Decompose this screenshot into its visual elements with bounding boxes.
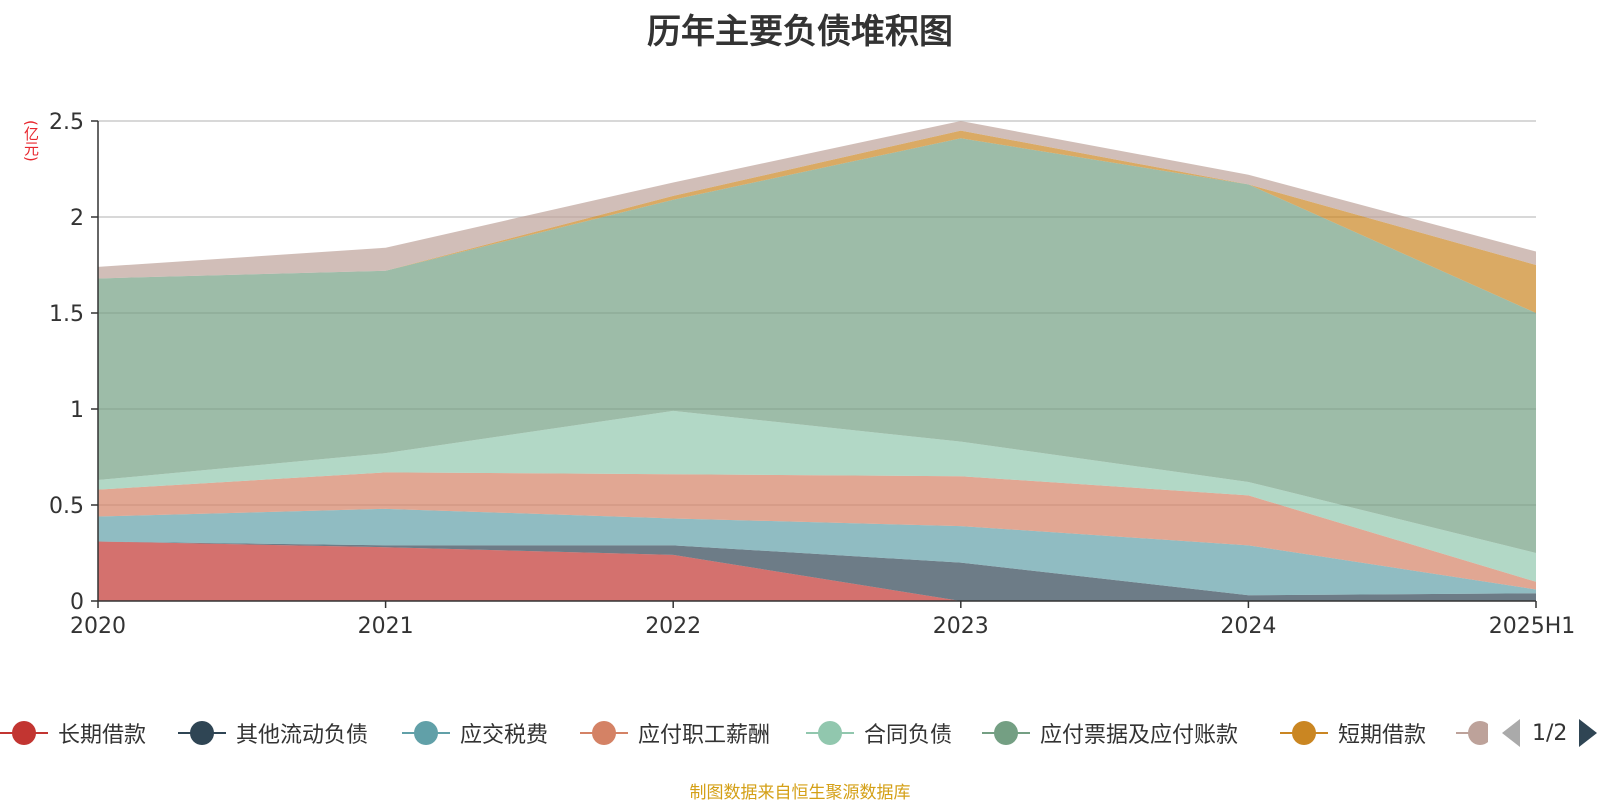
legend-label: 应付职工薪酬 xyxy=(638,723,771,748)
legend-page-indicator: 1/2 xyxy=(1532,720,1568,746)
legend-marker-icon xyxy=(1456,721,1488,745)
legend-item[interactable]: 长期借款 xyxy=(0,716,146,750)
legend-item[interactable]: 应付职工薪酬 xyxy=(580,716,770,750)
legend-marker-icon xyxy=(1280,721,1328,745)
legend-item[interactable]: 应付票据及应付账款 xyxy=(982,716,1238,750)
area-series-7 xyxy=(98,130,1536,313)
x-tick-label: 2021 xyxy=(358,614,414,639)
x-tick-label: 2020 xyxy=(70,614,126,639)
x-axis-labels: 2020 2021 2022 2023 2024 2025H1 xyxy=(70,614,1575,639)
y-tick-label: 1 xyxy=(70,398,84,423)
legend-next-page-icon[interactable] xyxy=(1579,719,1598,747)
legend-item[interactable]: 应交税费 xyxy=(402,716,548,750)
legend-label: 应交税费 xyxy=(460,723,549,748)
legend-marker-icon xyxy=(580,721,628,745)
y-axis-labels: 0 0.5 1 1.5 2 2.5 xyxy=(49,110,84,615)
area-series-4 xyxy=(98,472,1536,590)
x-tick-label: 2025H1 xyxy=(1489,614,1576,639)
y-tick-label: 0.5 xyxy=(49,494,84,519)
axes xyxy=(91,120,1537,608)
y-tick-label: 2 xyxy=(70,206,84,231)
x-tick-label: 2023 xyxy=(933,614,989,639)
legend-label: 应付票据及应付账款 xyxy=(1040,723,1239,748)
data-source-note: 制图数据来自恒生聚源数据库 xyxy=(689,783,911,803)
legend-item[interactable]: 其他流动负债 xyxy=(178,716,368,750)
legend-label: 长期借款 xyxy=(58,723,147,748)
y-tick-label: 2.5 xyxy=(49,110,84,135)
legend-marker-icon xyxy=(178,721,226,745)
legend-item[interactable]: 短期借款 xyxy=(1280,716,1426,750)
legend-marker-icon xyxy=(806,721,854,745)
area-series-2 xyxy=(98,541,1536,601)
legend-pager: 1/2 xyxy=(1502,716,1598,750)
legend-marker-icon xyxy=(402,721,450,745)
y-tick-label: 0 xyxy=(70,590,84,615)
legend-marker-icon xyxy=(982,721,1030,745)
y-axis-unit-label: (亿元) xyxy=(22,120,40,162)
area-series-3 xyxy=(98,508,1536,596)
x-tick-label: 2024 xyxy=(1220,614,1276,639)
area-series-5 xyxy=(98,410,1536,582)
legend-marker-icon xyxy=(0,721,48,745)
area-series-6 xyxy=(98,138,1536,553)
chart-title: 历年主要负债堆积图 xyxy=(647,12,953,52)
legend-label: 其他流动负债 xyxy=(236,723,369,748)
legend-item[interactable] xyxy=(1456,716,1488,750)
legend-prev-page-icon[interactable] xyxy=(1502,719,1520,747)
legend: 长期借款 其他流动负债 应交税费 应付职工薪酬 合同负债 应付票据及应付账款 短期借款 xyxy=(0,716,1600,750)
area-series xyxy=(98,121,1536,601)
area-series-1 xyxy=(98,541,1536,601)
area-series-8 xyxy=(98,121,1536,279)
x-tick-label: 2022 xyxy=(645,614,701,639)
stacked-area-chart: 2020 2021 2022 2023 2024 2025H1 0 0.5 1 1.5 2 2.5 xyxy=(49,110,1575,639)
legend-label: 合同负债 xyxy=(864,723,953,748)
legend-label: 短期借款 xyxy=(1338,723,1427,748)
legend-item[interactable]: 合同负债 xyxy=(806,716,952,750)
y-tick-label: 1.5 xyxy=(49,302,84,327)
